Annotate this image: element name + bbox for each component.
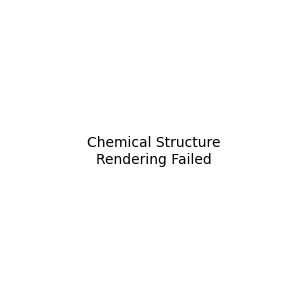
Text: Chemical Structure
Rendering Failed: Chemical Structure Rendering Failed <box>87 136 220 166</box>
